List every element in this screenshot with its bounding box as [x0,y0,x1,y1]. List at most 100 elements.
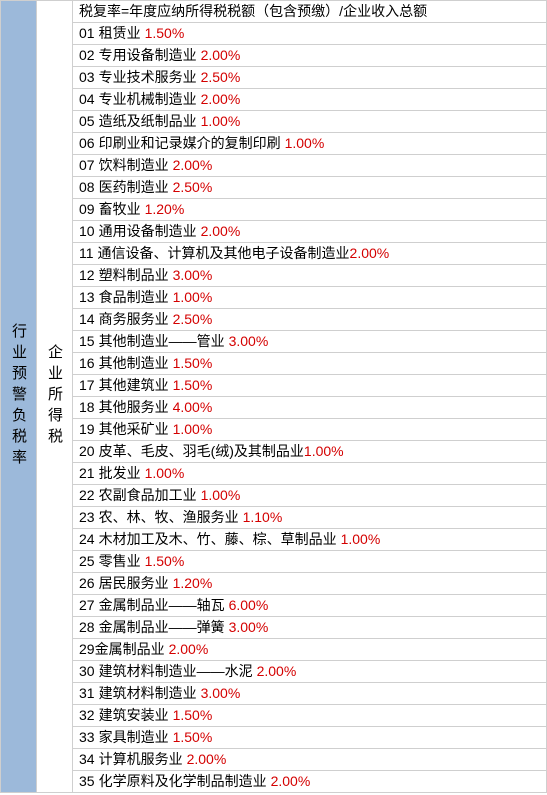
table-row: 19其他采矿业1.00% [73,419,546,441]
table-row: 04专业机械制造业2.00% [73,89,546,111]
table-row: 35化学原料及化学制品制造业2.00% [73,771,546,792]
row-number: 06 [79,135,95,152]
table-row: 30建筑材料制造业——水泥2.00% [73,661,546,683]
table-row: 06印刷业和记录媒介的复制印刷1.00% [73,133,546,155]
row-number: 05 [79,113,95,130]
tax-rate: 1.50% [173,729,213,746]
industry-name: 畜牧业 [99,201,141,218]
industry-name: 其他建筑业 [99,377,169,394]
industry-name: 通信设备、计算机及其他电子设备制造业 [98,245,350,262]
table-row: 18其他服务业4.00% [73,397,546,419]
table-row: 23农、林、牧、渔服务业1.10% [73,507,546,529]
industry-name: 计算机服务业 [99,751,183,768]
row-number: 25 [79,553,95,570]
tax-rate: 2.00% [169,641,209,658]
tax-rate: 1.50% [145,553,185,570]
industry-name: 农、林、牧、渔服务业 [99,509,239,526]
table-row: 20皮革、毛皮、羽毛(绒)及其制品业1.00% [73,441,546,463]
row-number: 29 [79,641,95,658]
tax-rate: 1.50% [173,707,213,724]
row-number: 07 [79,157,95,174]
row-number: 27 [79,597,95,614]
tax-type-label: 企业所得税 [44,344,65,449]
table-row: 03专业技术服务业2.50% [73,67,546,89]
tax-rate: 1.20% [145,201,185,218]
table-row: 26居民服务业1.20% [73,573,546,595]
table-row: 16其他制造业1.50% [73,353,546,375]
industry-name: 通用设备制造业 [99,223,197,240]
industry-name: 塑料制品业 [99,267,169,284]
tax-rate: 2.00% [201,47,241,64]
tax-rate: 2.50% [201,69,241,86]
industry-name: 医药制造业 [99,179,169,196]
tax-rate: 2.00% [257,663,297,680]
industry-name: 农副食品加工业 [99,487,197,504]
row-number: 30 [79,663,95,680]
table-row: 24木材加工及木、竹、藤、棕、草制品业1.00% [73,529,546,551]
row-number: 11 [79,245,94,262]
industry-name: 印刷业和记录媒介的复制印刷 [99,135,281,152]
row-number: 01 [79,25,95,42]
category-column: 行业预警负税率 [1,1,37,792]
tax-rate-table: 行业预警负税率 企业所得税 税复率=年度应纳所得税税额（包含预缴）/企业收入总额… [0,0,547,793]
table-row: 31建筑材料制造业3.00% [73,683,546,705]
tax-rate: 2.00% [173,157,213,174]
table-row: 07饮料制造业2.00% [73,155,546,177]
table-row: 05造纸及纸制品业1.00% [73,111,546,133]
row-number: 20 [79,443,95,460]
tax-rate: 1.00% [285,135,325,152]
row-number: 34 [79,751,95,768]
industry-name: 专业机械制造业 [99,91,197,108]
industry-name: 建筑安装业 [99,707,169,724]
industry-name: 其他采矿业 [99,421,169,438]
row-number: 18 [79,399,95,416]
industry-name: 其他制造业——管业 [99,333,225,350]
tax-rate: 2.50% [173,179,213,196]
tax-rate: 2.00% [350,245,390,262]
table-row: 01租赁业1.50% [73,23,546,45]
row-number: 28 [79,619,95,636]
industry-name: 商务服务业 [99,311,169,328]
row-number: 24 [79,531,95,548]
tax-rate: 1.50% [173,377,213,394]
industry-name: 建筑材料制造业——水泥 [99,663,253,680]
row-number: 04 [79,91,95,108]
table-row: 34计算机服务业2.00% [73,749,546,771]
tax-rate: 3.00% [229,619,269,636]
row-number: 02 [79,47,95,64]
tax-rate: 1.00% [201,113,241,130]
industry-name: 专业技术服务业 [99,69,197,86]
tax-rate: 3.00% [173,267,213,284]
table-row: 08医药制造业2.50% [73,177,546,199]
tax-rate: 1.50% [173,355,213,372]
industry-name: 批发业 [99,465,141,482]
table-row: 14商务服务业2.50% [73,309,546,331]
row-number: 09 [79,201,95,218]
row-number: 15 [79,333,95,350]
row-number: 10 [79,223,95,240]
tax-type-column: 企业所得税 [37,1,73,792]
industry-name: 皮革、毛皮、羽毛(绒)及其制品业 [99,443,304,460]
row-number: 23 [79,509,95,526]
row-number: 14 [79,311,95,328]
tax-rate: 2.00% [201,223,241,240]
tax-rate: 1.00% [304,443,344,460]
tax-rate: 1.00% [173,289,213,306]
table-row: 09畜牧业1.20% [73,199,546,221]
table-row: 12塑料制品业3.00% [73,265,546,287]
formula-text: 税复率=年度应纳所得税税额（包含预缴）/企业收入总额 [79,3,427,20]
tax-rate: 1.50% [145,25,185,42]
tax-rate: 1.10% [243,509,283,526]
industry-name: 金属制品业 [95,641,165,658]
table-row: 22农副食品加工业1.00% [73,485,546,507]
industry-name: 零售业 [99,553,141,570]
table-row: 13食品制造业1.00% [73,287,546,309]
tax-rate: 2.00% [201,91,241,108]
industry-name: 其他制造业 [99,355,169,372]
table-row: 21批发业1.00% [73,463,546,485]
industry-name: 造纸及纸制品业 [99,113,197,130]
industry-name: 木材加工及木、竹、藤、棕、草制品业 [99,531,337,548]
industry-name: 家具制造业 [99,729,169,746]
table-row: 27金属制品业——轴瓦6.00% [73,595,546,617]
table-row: 29金属制品业2.00% [73,639,546,661]
